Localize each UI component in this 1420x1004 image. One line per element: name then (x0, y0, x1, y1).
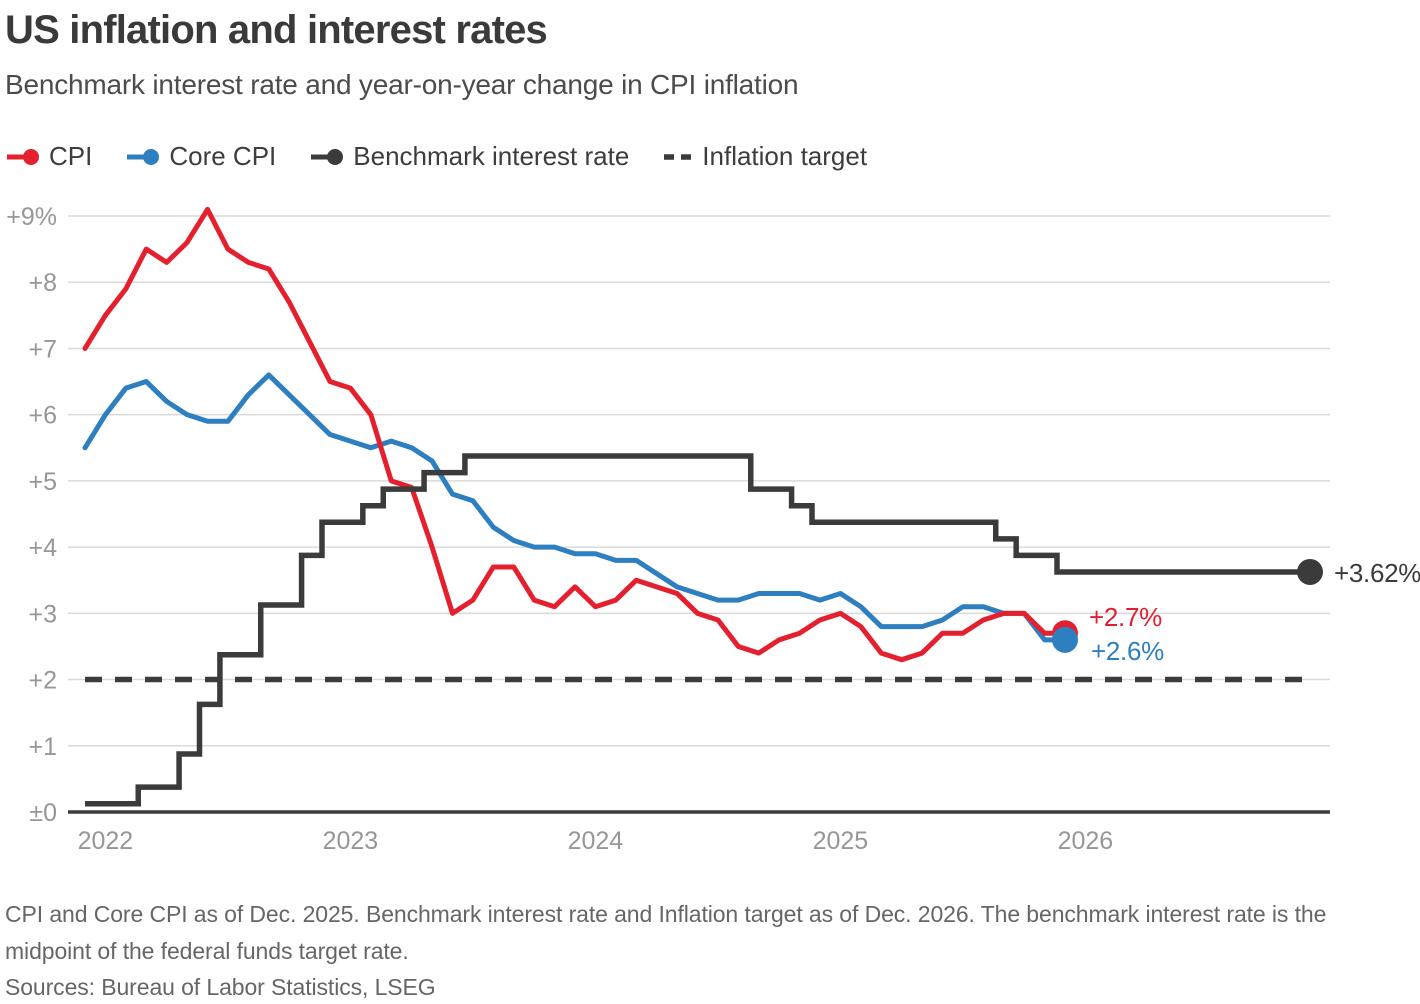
benchmark-line (85, 453, 1310, 807)
y-tick-label: +3 (28, 600, 57, 628)
page-subtitle: Benchmark interest rate and year-on-year… (5, 69, 799, 100)
core-cpi-line (82, 372, 1068, 643)
y-tick-label: +8 (28, 269, 57, 297)
y-tick-label: +6 (28, 402, 57, 430)
x-tick-label: 2023 (323, 827, 379, 855)
legend-label-inflation-target: Inflation target (702, 141, 868, 171)
benchmark-end-dot (1297, 558, 1324, 585)
y-tick-label: +2 (28, 667, 57, 695)
core-cpi-end-dot (1052, 626, 1079, 653)
x-tick-label: 2025 (813, 827, 869, 855)
x-tick-label: 2026 (1058, 827, 1114, 855)
legend-item-cpi: CPI (6, 141, 92, 172)
x-tick-label: 2024 (568, 827, 624, 855)
legend-label-benchmark: Benchmark interest rate (353, 141, 630, 171)
cpi-line (82, 206, 1068, 663)
sources: Sources: Bureau of Labor Statistics, LSE… (5, 974, 436, 1000)
x-tick-label: 2022 (78, 827, 134, 855)
y-tick-label: +9% (6, 203, 57, 231)
y-tick-label: ±0 (29, 799, 57, 827)
legend-item-benchmark: Benchmark interest rate (310, 141, 629, 172)
y-tick-label: +7 (28, 335, 57, 363)
legend-label-core-cpi: Core CPI (169, 141, 277, 171)
legend-item-inflation-target: Inflation target (663, 141, 867, 172)
core-end-label: +2.6% (1091, 636, 1164, 666)
inflation-target-legend-marker-icon (664, 153, 693, 160)
core-cpi-legend-marker-icon (127, 148, 160, 165)
benchmark-end-label: +3.62% (1334, 558, 1420, 588)
legend: CPI Core CPI Benchmark interest rate Inf… (6, 141, 867, 172)
benchmark-legend-marker-icon (311, 148, 344, 165)
y-tick-label: +4 (28, 534, 57, 562)
legend-label-cpi: CPI (49, 141, 93, 171)
footnote: CPI and Core CPI as of Dec. 2025. Benchm… (5, 901, 1327, 964)
y-tick-label: +1 (28, 733, 57, 761)
cpi-legend-marker-icon (7, 148, 39, 165)
legend-item-core-cpi: Core CPI (126, 141, 276, 172)
cpi-end-label: +2.7% (1089, 602, 1162, 632)
page-title: US inflation and interest rates (5, 8, 548, 52)
y-tick-label: +5 (28, 468, 57, 496)
